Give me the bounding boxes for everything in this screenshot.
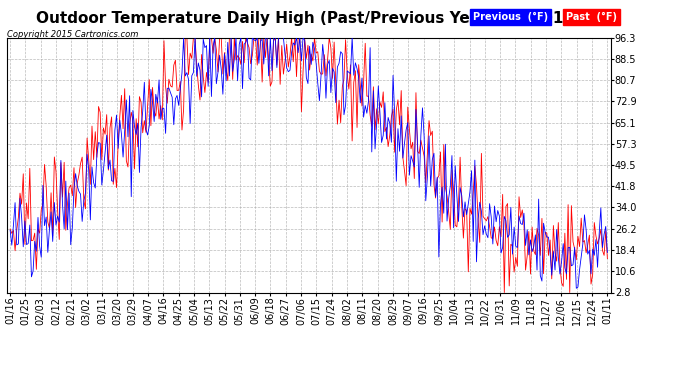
Text: Outdoor Temperature Daily High (Past/Previous Year) 20150116: Outdoor Temperature Daily High (Past/Pre…	[36, 11, 585, 26]
Text: Previous  (°F): Previous (°F)	[473, 12, 548, 22]
Text: Past  (°F): Past (°F)	[566, 12, 617, 22]
Text: Copyright 2015 Cartronics.com: Copyright 2015 Cartronics.com	[7, 30, 138, 39]
